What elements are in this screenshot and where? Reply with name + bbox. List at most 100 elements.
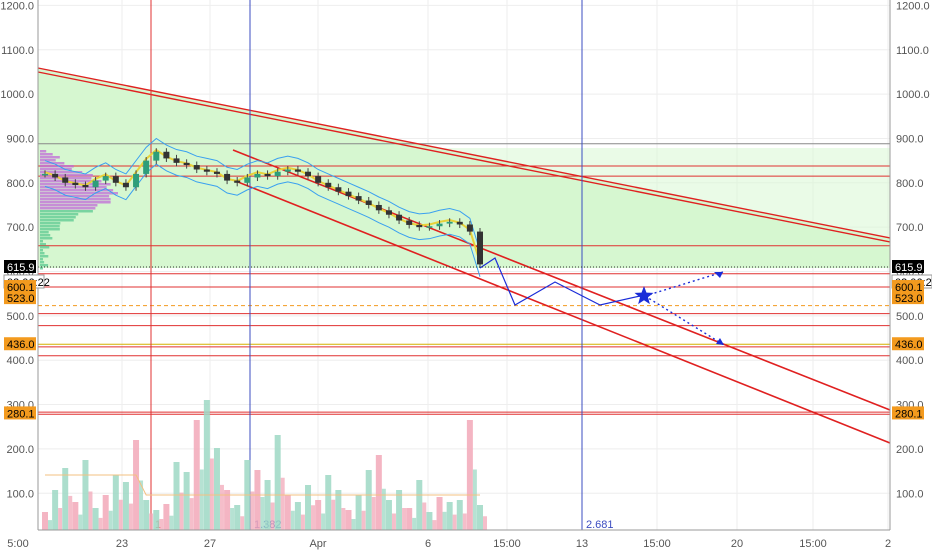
triangle-top-line-2 — [37, 71, 891, 243]
volume-profile-bar — [40, 174, 93, 177]
volume-bar — [260, 497, 265, 530]
volume-bar — [112, 475, 119, 530]
candle-body — [52, 173, 59, 178]
price-tag-label: 615.9 — [7, 262, 35, 274]
arrow-head-down — [716, 338, 724, 345]
x-tick-label: 13 — [576, 538, 588, 550]
candle-body — [92, 180, 99, 188]
y-tick-label-right: 1100.0 — [896, 45, 929, 57]
candle-body — [284, 169, 291, 172]
y-tick-label-right: 1000.0 — [896, 89, 930, 101]
volume-profile-bar — [40, 168, 72, 171]
volume-bar — [351, 519, 356, 530]
price-tag-box — [4, 291, 36, 305]
volume-profile-bar — [40, 246, 50, 249]
price-tag-label: 615.9 — [895, 262, 923, 274]
volume-bar — [224, 490, 231, 530]
price-tag-label: 436.0 — [7, 339, 35, 351]
candle-body — [254, 173, 261, 178]
volume-profile-bar — [40, 210, 93, 213]
volume-profile-bar — [40, 159, 56, 162]
volume-bar — [305, 485, 312, 530]
candle-body — [375, 204, 382, 211]
volume-bar — [128, 503, 133, 530]
volume-bar — [462, 513, 467, 530]
volume-bar — [102, 495, 109, 530]
band-lower — [44, 163, 481, 277]
volume-bar — [203, 400, 210, 530]
forecast-path — [479, 257, 641, 306]
volume-profile-bar — [40, 204, 98, 207]
volume-bar — [452, 514, 457, 530]
volume-bar — [432, 520, 437, 530]
volume-profile-bar — [40, 267, 43, 270]
vertical-marker-label-2: 2.681 — [586, 519, 614, 531]
volume-bar — [396, 490, 403, 530]
volume-bar — [300, 514, 305, 530]
volume-profile-bar — [40, 150, 47, 153]
price-tag-left: 600.1 — [4, 280, 36, 294]
candle-body — [466, 224, 473, 232]
candle-body — [224, 173, 231, 181]
volume-profile-bar — [40, 216, 76, 219]
y-tick-label-left: 200.0 — [6, 444, 34, 456]
channel-upper-line — [232, 149, 891, 411]
volume-profile-bar — [40, 207, 96, 210]
volume-bar — [118, 499, 123, 530]
candle-body — [264, 173, 271, 177]
y-tick-label-right: 500.0 — [896, 311, 924, 323]
volume-bar — [199, 469, 204, 530]
price-tag-box — [892, 280, 924, 294]
volume-bar — [189, 498, 194, 530]
volume-profile-bar — [40, 195, 110, 198]
candle-body — [153, 151, 160, 161]
volume-profile-bar — [40, 189, 114, 192]
candle-body — [396, 214, 403, 221]
volume-bar — [230, 508, 235, 530]
candle-body — [244, 177, 251, 183]
volume-bar — [436, 497, 443, 530]
volume-bar — [173, 462, 180, 530]
y-tick-label-right: 100.0 — [896, 488, 924, 500]
x-tick-label: 6 — [425, 538, 431, 550]
volume-profile-bar — [40, 156, 60, 159]
volume-bar — [341, 508, 346, 530]
volume-bar — [143, 500, 150, 530]
price-tag-label: 436.0 — [895, 339, 923, 351]
volume-bar — [240, 516, 245, 530]
volume-bar — [321, 513, 326, 530]
triangle-top-line — [37, 67, 891, 239]
candle-body — [163, 151, 170, 159]
volume-profile-bar — [40, 231, 49, 234]
range-zone — [38, 148, 890, 268]
volume-bar — [412, 517, 417, 530]
volume-bar — [82, 460, 89, 530]
volume-bar — [402, 508, 407, 530]
candle-body — [234, 180, 241, 183]
y-tick-label-left: 500.0 — [6, 311, 34, 323]
candle-body — [365, 200, 372, 205]
volume-bar — [345, 510, 352, 530]
volume-bar — [391, 513, 396, 530]
x-tick-label: 20 — [731, 538, 743, 550]
volume-bar — [335, 490, 342, 530]
price-tag-label: 523.0 — [895, 293, 923, 305]
x-tick-label: 27 — [204, 538, 216, 550]
volume-profile-bar — [40, 228, 60, 231]
candle-body — [345, 191, 352, 197]
y-tick-label-left: 1000.0 — [0, 89, 34, 101]
volume-bar — [355, 495, 362, 530]
volume-bar — [315, 500, 322, 530]
volume-bar — [264, 480, 271, 530]
volume-bar — [78, 514, 83, 530]
volume-bar — [179, 492, 184, 530]
candle-body — [62, 177, 69, 183]
candle-body — [436, 223, 443, 227]
x-tick-label: 15:00 — [799, 538, 827, 550]
candle-body — [143, 160, 150, 174]
price-tag-box — [4, 260, 36, 273]
y-tick-label-right: 400.0 — [896, 355, 924, 367]
x-tick-label: Apr — [309, 538, 326, 550]
